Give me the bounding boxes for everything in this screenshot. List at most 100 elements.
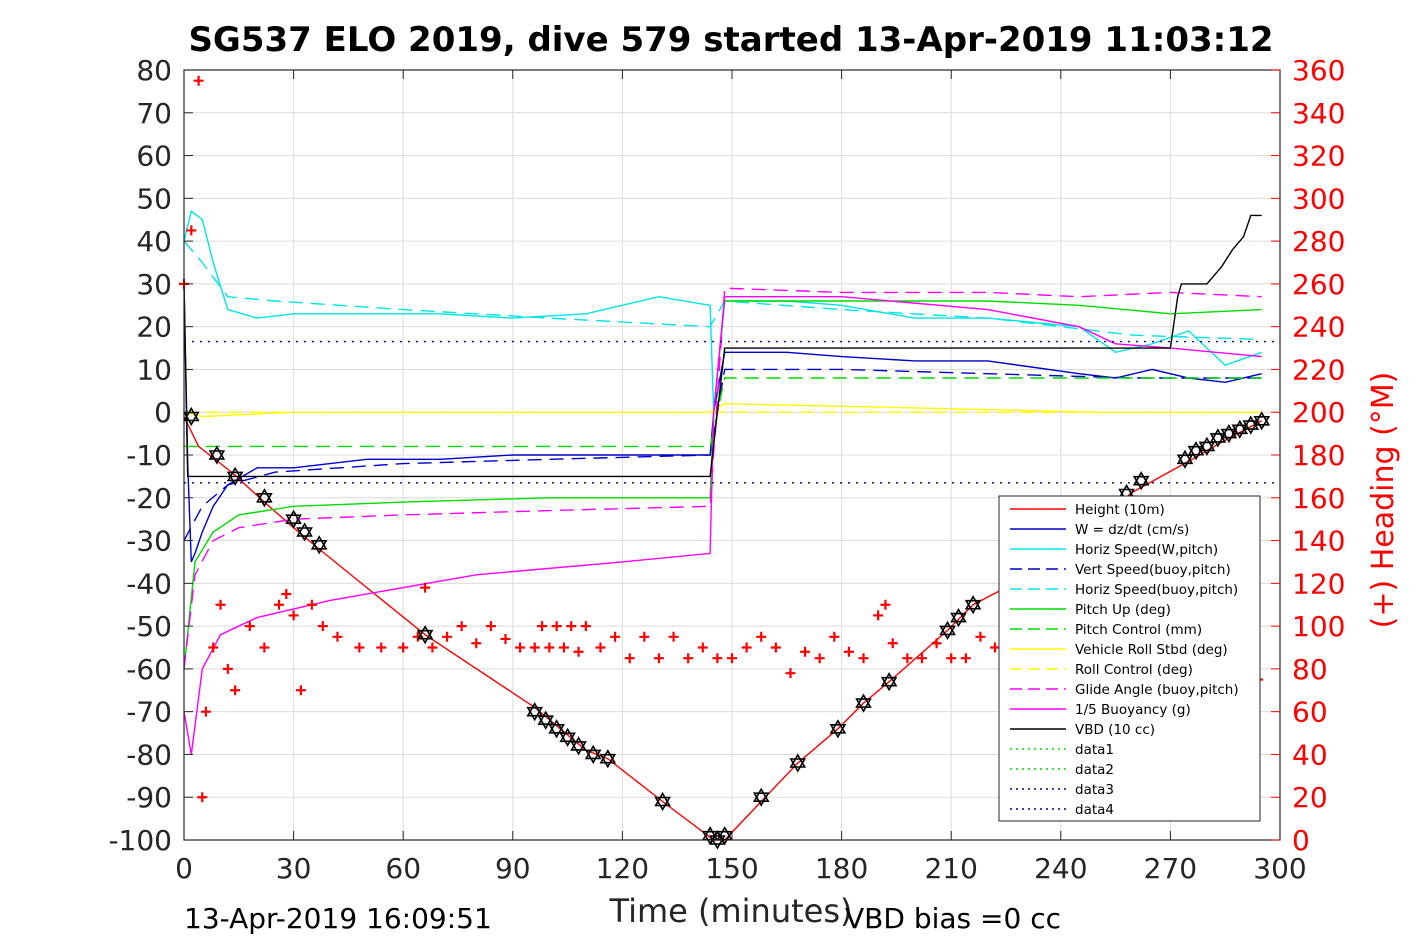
hexagram-point-down (296, 527, 313, 542)
x-tick-label: 0 (175, 852, 193, 885)
hexagram-point-down (526, 706, 543, 722)
heading-point (800, 646, 811, 657)
y-left-tick-label: -30 (126, 525, 172, 558)
heading-point (566, 621, 577, 632)
hexagram-point-down (1187, 445, 1205, 461)
heading-point (558, 642, 569, 653)
footer-vbd-bias: VBD bias =0 cc (845, 902, 1061, 935)
x-tick-label: 150 (705, 852, 758, 885)
hexagram-point-down (855, 698, 872, 713)
heading-point (610, 631, 621, 642)
chart-title: SG537 ELO 2019, dive 579 started 13-Apr-… (188, 20, 1273, 60)
y-left-tick-label: 50 (136, 182, 172, 215)
y-left-tick-label: 20 (136, 311, 172, 344)
heading-point (186, 225, 197, 236)
y-left-tick-label: -50 (126, 610, 172, 643)
heading-point (215, 599, 226, 610)
hexagram-markers (183, 406, 1271, 850)
legend-label: Pitch Up (deg) (1075, 602, 1171, 618)
y-right-tick-label: 20 (1292, 781, 1328, 814)
heading-point (770, 642, 781, 653)
legend-label: Height (10m) (1075, 502, 1165, 518)
x-tick-label: 180 (815, 852, 868, 885)
heading-point (858, 653, 869, 664)
x-tick-label: 30 (276, 852, 312, 885)
heading-point (697, 642, 708, 653)
hexagram-point-up (654, 791, 671, 807)
y-right-tick-label: 60 (1292, 696, 1328, 729)
heading-point (244, 621, 255, 632)
y-right-tick-label: 260 (1292, 268, 1345, 301)
hexagram-point-up (1253, 411, 1271, 426)
heading-point (420, 582, 431, 593)
series-line-glide-angle-buoy-pitch (183, 287, 1262, 669)
hexagram-point-down (1242, 420, 1260, 435)
heading-point (537, 621, 548, 632)
y-left-tick-label: 80 (136, 54, 172, 87)
legend-label: Horiz Speed(buoy,pitch) (1075, 582, 1238, 598)
y-left-tick-label: -10 (126, 439, 172, 472)
hexagram-point-down (310, 539, 328, 555)
y-left-tick-label: -100 (108, 824, 172, 857)
heading-point (712, 653, 723, 664)
hexagram-point-down (599, 753, 617, 769)
heading-point (529, 642, 540, 653)
hexagram-point-down (416, 629, 434, 645)
heading-point (756, 631, 767, 642)
hexagram-point-down (559, 732, 576, 747)
legend: Height (10m) W = dz/dt (cm/s) Horiz Speed(… (998, 495, 1261, 822)
hexagram-point-up (296, 522, 313, 537)
x-tick-label: 60 (385, 852, 421, 885)
y-left-tick-label: 40 (136, 225, 172, 258)
hexagram-point-down (709, 835, 726, 850)
y-right-tick-label: 340 (1292, 97, 1345, 130)
legend-label: Glide Angle (buoy,pitch) (1075, 682, 1239, 698)
hexagram-point-up (939, 620, 956, 636)
heading-point (427, 642, 438, 653)
y-right-tick-label: 360 (1292, 54, 1345, 87)
y-right-tick-label: 180 (1292, 439, 1345, 472)
legend-label: 1/5 Buoyancy (g) (1075, 702, 1191, 718)
series-line-1-5-buoyancy-g (183, 296, 1262, 755)
y-right-tick-label: 200 (1292, 396, 1345, 429)
heading-point (580, 621, 591, 632)
heading-point (880, 599, 891, 610)
legend-label: Vehicle Roll Stbd (deg) (1075, 642, 1228, 658)
y-left-tick-label: -90 (126, 781, 172, 814)
hexagram-point-down (789, 758, 807, 773)
hexagram-point-down (1231, 424, 1249, 439)
heading-point (639, 631, 650, 642)
hexagram-point-down (570, 741, 587, 756)
heading-point (960, 653, 971, 664)
heading-point (814, 653, 825, 664)
heading-point (741, 642, 752, 653)
y-right-tick-label: 0 (1292, 824, 1310, 857)
hexagram-point-down (1253, 415, 1271, 431)
x-tick-label: 210 (924, 852, 977, 885)
hexagram-point-down (1198, 441, 1216, 456)
heading-point (785, 668, 796, 679)
hexagram-point-up (285, 509, 302, 525)
heading-point (843, 646, 854, 657)
footer-timestamp: 13-Apr-2019 16:09:51 (184, 902, 492, 935)
x-axis-label: Time (minutes) (609, 892, 853, 930)
hexagram-point-down (1132, 475, 1150, 491)
hexagram-point-up (548, 719, 565, 734)
heading-point (916, 653, 927, 664)
y-right-tick-label: 220 (1292, 353, 1345, 386)
heading-point (887, 638, 898, 649)
heading-point (456, 621, 467, 632)
hexagram-point-up (1176, 449, 1194, 465)
hexagram-point-up (226, 466, 244, 482)
hexagram-point-up (599, 749, 617, 764)
x-tick-label: 300 (1253, 852, 1306, 885)
hexagram-point-down (1176, 454, 1194, 469)
heading-point (975, 631, 986, 642)
hexagram-point-up (1187, 441, 1205, 456)
heading-point (332, 631, 343, 642)
heading-point (442, 631, 453, 642)
hexagram-point-down (537, 715, 554, 730)
hexagram-point-down (950, 612, 967, 628)
legend-label: data3 (1075, 782, 1114, 798)
hexagram-point-up (584, 744, 602, 760)
